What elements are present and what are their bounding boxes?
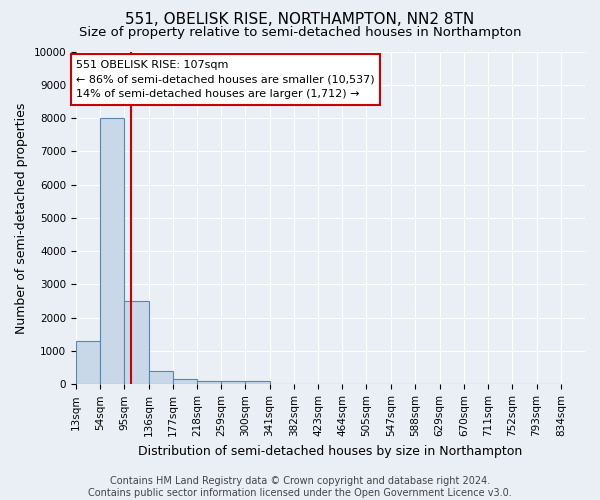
Text: 551, OBELISK RISE, NORTHAMPTON, NN2 8TN: 551, OBELISK RISE, NORTHAMPTON, NN2 8TN xyxy=(125,12,475,28)
Bar xyxy=(197,381,221,384)
Text: 551 OBELISK RISE: 107sqm
← 86% of semi-detached houses are smaller (10,537)
14% : 551 OBELISK RISE: 107sqm ← 86% of semi-d… xyxy=(76,60,375,100)
Bar xyxy=(149,371,173,384)
Text: Size of property relative to semi-detached houses in Northampton: Size of property relative to semi-detach… xyxy=(79,26,521,39)
Bar xyxy=(245,381,269,384)
X-axis label: Distribution of semi-detached houses by size in Northampton: Distribution of semi-detached houses by … xyxy=(139,444,523,458)
Bar xyxy=(173,380,197,384)
Y-axis label: Number of semi-detached properties: Number of semi-detached properties xyxy=(15,102,28,334)
Bar xyxy=(100,118,124,384)
Bar xyxy=(221,381,245,384)
Text: Contains HM Land Registry data © Crown copyright and database right 2024.
Contai: Contains HM Land Registry data © Crown c… xyxy=(88,476,512,498)
Bar xyxy=(76,341,100,384)
Bar xyxy=(124,301,149,384)
